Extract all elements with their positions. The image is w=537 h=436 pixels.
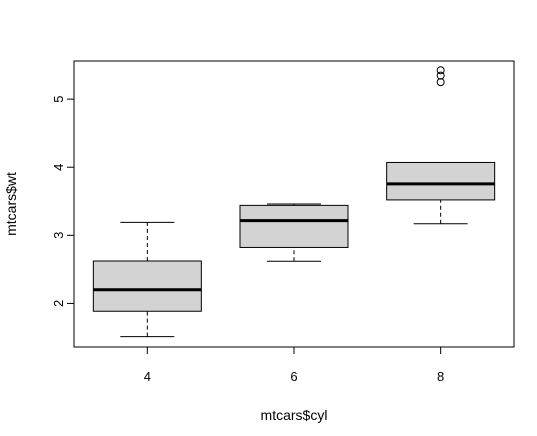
x-axis: 4 6 8	[144, 346, 444, 384]
box-group-cyl-8	[386, 66, 496, 225]
y-axis: 2 3 4 5	[51, 96, 75, 307]
y-tick-label: 4	[51, 164, 66, 171]
y-axis-title: mtcars$wt	[3, 172, 19, 236]
x-axis-title: mtcars$cyl	[261, 407, 328, 423]
y-tick-label: 3	[51, 232, 66, 239]
box-group-cyl-6	[239, 203, 349, 262]
outlier-point	[436, 66, 445, 75]
x-tick-label: 4	[144, 369, 151, 384]
outlier-point	[436, 78, 445, 87]
y-tick-label: 5	[51, 96, 66, 103]
x-tick-label: 8	[437, 369, 444, 384]
boxes	[92, 66, 496, 338]
iqr-box	[239, 204, 349, 248]
x-tick-label: 6	[290, 369, 297, 384]
outlier-point	[436, 71, 445, 80]
iqr-box	[92, 260, 202, 312]
y-tick-label: 2	[51, 300, 66, 307]
iqr-box	[386, 161, 496, 201]
box-group-cyl-4	[92, 221, 202, 338]
